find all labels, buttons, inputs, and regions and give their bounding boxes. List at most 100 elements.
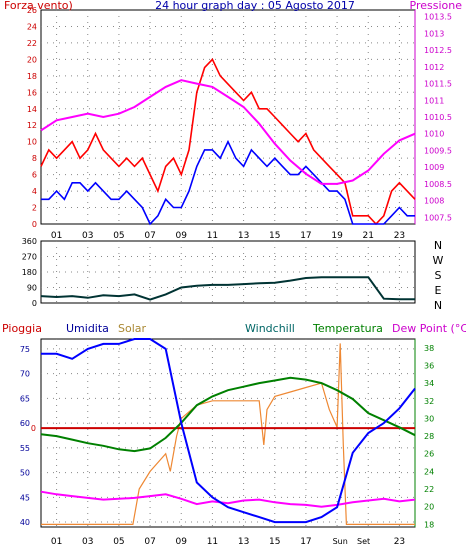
temperature-tick-label: 34 [424, 379, 434, 388]
humidity-tick-label: 70 [20, 370, 30, 379]
rain-value-label: 0 [31, 424, 36, 433]
temperature-tick-label: 30 [424, 414, 434, 423]
direction-tick-label: 90 [27, 284, 37, 293]
x-tick-label: 03 [82, 231, 93, 241]
humidity-tick-label: 65 [20, 394, 30, 403]
x-tick-label: 05 [113, 537, 124, 547]
wind-panel-frame [40, 9, 416, 225]
direction-tick-label: 0 [32, 299, 37, 308]
x-tick-label: 07 [144, 231, 155, 241]
left-y-tick-label: 22 [27, 39, 37, 48]
sunset-label-set: Set [357, 537, 370, 546]
chart-title: 24 hour graph day : 05 Agosto 2017 [155, 0, 355, 12]
left-y-tick-label: 2 [32, 204, 37, 213]
pressure-axis-title: Pressione [410, 0, 463, 12]
wind-axis-title: Forza vento) [4, 0, 73, 12]
temperature-tick-label: 28 [424, 432, 434, 441]
wind-speed-line [41, 139, 415, 226]
temperature-tick-label: 38 [424, 344, 434, 353]
right-y-tick-label: 1008 [424, 197, 444, 206]
wind-gust-line [40, 58, 416, 226]
left-y-tick-label: 16 [27, 88, 37, 97]
x-tick-label: 15 [269, 231, 280, 241]
compass-label: W [433, 254, 444, 267]
humidity-tick-label: 60 [20, 419, 30, 428]
x-tick-label: 01 [51, 231, 62, 241]
legend-humidity: Umidita [66, 322, 109, 335]
temperature-tick-label: 36 [424, 361, 434, 370]
left-y-tick-label: 8 [32, 154, 37, 163]
humidity-tick-label: 45 [20, 493, 30, 502]
left-y-tick-label: 0 [32, 220, 37, 229]
temperature-tick-label: 18 [424, 520, 434, 529]
left-y-tick-label: 24 [27, 22, 37, 31]
right-y-tick-label: 1010 [424, 130, 444, 139]
right-y-tick-label: 1013.5 [424, 13, 452, 22]
temperature-panel-grid [41, 339, 415, 527]
x-tick-label: 15 [269, 537, 280, 547]
right-y-tick-label: 1012 [424, 63, 444, 72]
right-y-tick-label: 1010.5 [424, 113, 452, 122]
right-y-tick-label: 1011 [424, 96, 444, 105]
left-y-tick-label: 12 [27, 121, 37, 130]
right-y-tick-label: 1007.5 [424, 213, 452, 222]
left-y-tick-label: 14 [27, 105, 37, 114]
temperature-tick-label: 22 [424, 485, 434, 494]
x-tick-label: 23 [394, 537, 405, 547]
wind-panel-grid [41, 10, 415, 224]
x-tick-label: 19 [331, 231, 343, 241]
x-tick-label: 11 [207, 537, 218, 547]
right-y-tick-label: 1008.5 [424, 180, 452, 189]
temperatura-line [40, 376, 416, 453]
wind-direction-line [40, 276, 415, 301]
x-tick-label: 01 [51, 537, 62, 547]
x-tick-label: 07 [144, 537, 155, 547]
x-tick-label: 17 [300, 537, 311, 547]
wind-direction-grid [41, 241, 415, 303]
temperature-panel-frame [40, 338, 416, 528]
x-tick-label: 05 [113, 231, 124, 241]
temperature-tick-label: 20 [424, 503, 434, 512]
umidita-line [41, 338, 416, 524]
legend-rain: Pioggia [2, 322, 42, 335]
direction-tick-label: 270 [22, 253, 37, 262]
left-y-tick-label: 18 [27, 72, 37, 81]
legend-solar: Solar [118, 322, 147, 335]
compass-label: N [434, 239, 442, 252]
humidity-tick-label: 40 [20, 518, 30, 527]
temperature-tick-label: 26 [424, 450, 434, 459]
x-tick-label: 23 [394, 231, 405, 241]
legend-temperature: Temperatura [312, 322, 383, 335]
humidity-tick-label: 55 [20, 444, 30, 453]
pressure-line [40, 79, 416, 185]
left-y-tick-label: 10 [27, 138, 37, 147]
temperature-tick-label: 32 [424, 397, 434, 406]
humidity-tick-label: 75 [20, 345, 30, 354]
sunset-label-sun: Sun [333, 537, 348, 546]
legend-dew-point: Dew Point (°C) [392, 322, 466, 335]
x-tick-label: 11 [207, 231, 218, 241]
x-tick-label: 21 [363, 231, 374, 241]
x-tick-label: 03 [82, 537, 93, 547]
compass-label: N [434, 299, 442, 312]
right-y-tick-label: 1009 [424, 163, 444, 172]
compass-label: S [435, 269, 442, 282]
left-y-tick-label: 26 [27, 6, 37, 15]
dew-point-c-line [40, 490, 416, 508]
compass-label: E [435, 284, 442, 297]
temperature-tick-label: 24 [424, 467, 434, 476]
right-y-tick-label: 1013 [424, 29, 444, 38]
x-tick-label: 13 [238, 537, 249, 547]
direction-tick-label: 360 [22, 237, 37, 246]
right-y-tick-label: 1009.5 [424, 146, 452, 155]
left-y-tick-label: 6 [32, 171, 37, 180]
left-y-tick-label: 20 [27, 55, 37, 64]
x-tick-label: 13 [238, 231, 249, 241]
direction-tick-label: 180 [22, 268, 37, 277]
legend-windchill: Windchill [245, 322, 295, 335]
x-tick-label: 17 [300, 231, 311, 241]
x-tick-label: 09 [176, 537, 188, 547]
x-tick-label: 09 [176, 231, 188, 241]
